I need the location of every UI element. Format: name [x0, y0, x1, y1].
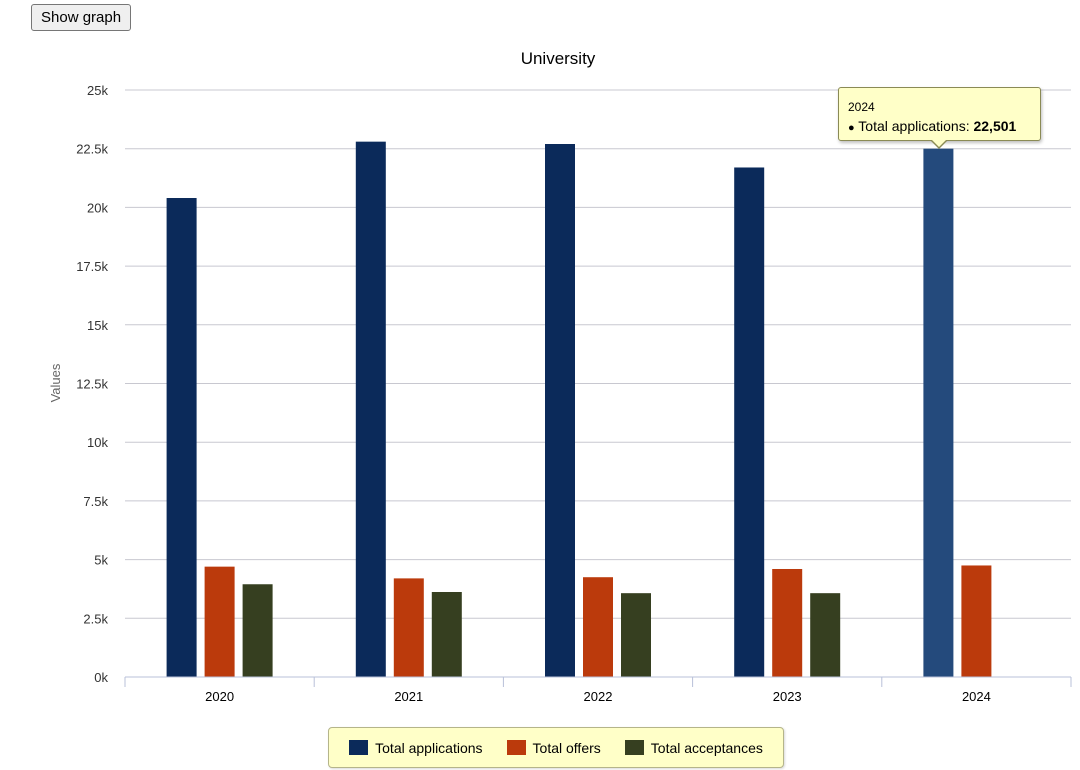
tooltip-series-label: Total applications:: [858, 118, 970, 134]
bar-total-acceptances-2021[interactable]: [431, 592, 462, 677]
legend-swatch: [624, 740, 644, 755]
y-axis-ticks: 0k 2.5k 5k 7.5k 10k 12.5k 15k 17.5k 20k 22.5k 25k: [76, 83, 108, 685]
legend-swatch: [506, 740, 526, 755]
y-tick-label: 17.5k: [76, 259, 108, 274]
bar-total-offers-2022[interactable]: [583, 577, 613, 677]
x-tick-label: 2023: [773, 689, 802, 704]
bar-total-offers-2023[interactable]: [772, 568, 803, 677]
tooltip-pointer-fill: [932, 140, 946, 147]
bar-total-applications-2024[interactable]: [923, 148, 954, 677]
y-tick-label: 15k: [87, 318, 108, 333]
legend-item-total-offers[interactable]: Total offers: [506, 739, 601, 756]
x-tick-label: 2020: [205, 689, 234, 704]
x-tick-label: 2022: [584, 689, 613, 704]
bar-total-acceptances-2020[interactable]: [242, 584, 273, 677]
show-graph-button[interactable]: Show graph: [31, 4, 132, 31]
y-tick-label: 0k: [94, 670, 108, 685]
bar-total-applications-2023[interactable]: [734, 167, 765, 677]
x-tick-label: 2021: [394, 689, 423, 704]
y-tick-label: 5k: [94, 553, 108, 568]
bar-total-acceptances-2023[interactable]: [810, 593, 841, 677]
tooltip-line: ● Total applications: 22,501: [848, 118, 1040, 134]
bar-total-applications-2022[interactable]: [545, 144, 575, 677]
bar-total-offers-2024[interactable]: [961, 565, 992, 677]
tooltip-value: 22,501: [973, 118, 1017, 134]
legend-swatch: [349, 740, 369, 755]
gridlines: [125, 89, 1071, 619]
bar-total-applications-2021[interactable]: [355, 141, 386, 677]
y-tick-label: 22.5k: [76, 142, 108, 157]
bar-total-offers-2021[interactable]: [393, 578, 424, 677]
chart-legend: Total applications Total offers Total ac…: [328, 727, 784, 768]
legend-item-total-acceptances[interactable]: Total acceptances: [624, 739, 763, 756]
tooltip-category: 2024: [848, 100, 875, 114]
bar-total-acceptances-2022[interactable]: [621, 593, 651, 677]
y-axis-label: Values: [48, 363, 63, 402]
bar-total-offers-2020[interactable]: [204, 566, 235, 677]
y-tick-label: 20k: [87, 200, 108, 215]
chart-title: University: [521, 49, 596, 68]
y-tick-label: 12.5k: [76, 377, 108, 392]
legend-label: Total applications: [375, 739, 483, 756]
y-tick-label: 10k: [87, 435, 108, 450]
y-tick-label: 2.5k: [83, 611, 108, 626]
tooltip-bullet: ●: [848, 122, 855, 134]
bar-chart: University Values 0k 2.5k 5k 7.5k 10k 12.5k 15…: [48, 49, 1072, 704]
x-axis: 2020 2021 2022 2023 2024: [124, 676, 1072, 704]
legend-label: Total acceptances: [650, 739, 763, 756]
y-tick-label: 25k: [87, 83, 108, 98]
bar-total-applications-2020[interactable]: [166, 198, 197, 677]
chart-tooltip: 2024 ● Total applications: 22,501: [838, 87, 1041, 141]
x-tick-label: 2024: [962, 689, 991, 704]
legend-label: Total offers: [532, 739, 601, 756]
legend-item-total-applications[interactable]: Total applications: [349, 739, 483, 756]
y-tick-label: 7.5k: [83, 494, 108, 509]
bars: [166, 141, 992, 677]
